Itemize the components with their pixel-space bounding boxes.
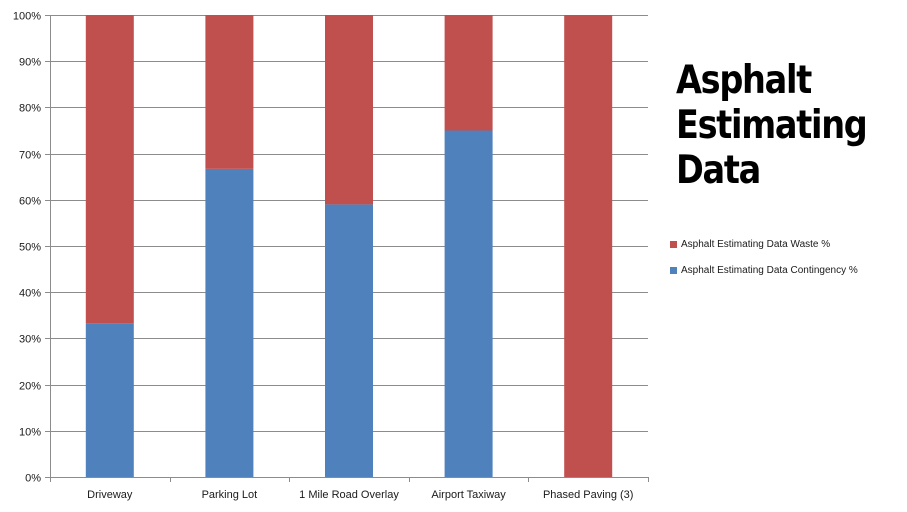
x-tick-label-4: Phased Paving (3) — [543, 489, 634, 501]
legend-swatch-series-0 — [670, 266, 677, 274]
chart-title: Asphalt Estimating Data — [676, 58, 870, 193]
x-tick-label-3: Airport Taxiway — [431, 489, 506, 501]
legend-label-series-1: Asphalt Estimating Data Waste % — [681, 238, 831, 250]
legend-item-series-0: Asphalt Estimating Data Contingency % — [670, 263, 905, 277]
x-tick-label-0: Driveway — [87, 489, 133, 501]
bar-4-series-1 — [564, 15, 613, 477]
y-tick-label-6: 60% — [19, 196, 41, 208]
chart-title-line-1: Asphalt — [676, 58, 812, 103]
y-tick-label-7: 70% — [19, 150, 41, 162]
bar-0-series-0 — [85, 323, 134, 477]
legend-swatch-series-1 — [670, 240, 677, 248]
chart-title-line-2: Estimating — [676, 103, 868, 148]
bar-3-series-0 — [444, 130, 493, 477]
legend-label-series-0: Asphalt Estimating Data Contingency % — [681, 264, 858, 276]
bar-3-series-1 — [444, 15, 493, 131]
y-tick-label-9: 90% — [19, 57, 41, 69]
y-tick-label-5: 50% — [19, 242, 41, 254]
y-tick-label-4: 40% — [19, 288, 41, 300]
x-tick-label-2: 1 Mile Road Overlay — [299, 489, 399, 501]
bar-1-series-1 — [205, 15, 254, 169]
bar-1-series-0 — [205, 168, 254, 477]
y-tick-label-1: 10% — [19, 427, 41, 439]
y-tick-label-8: 80% — [19, 103, 41, 115]
bar-0-series-1 — [85, 15, 134, 324]
y-tick-label-3: 30% — [19, 334, 41, 346]
y-tick-label-0: 0% — [25, 473, 41, 485]
legend: Asphalt Estimating Data Waste % Asphalt E… — [670, 237, 905, 289]
x-tick-label-1: Parking Lot — [202, 489, 258, 501]
chart-title-line-3: Data — [676, 148, 761, 193]
y-tick-label-10: 100% — [13, 11, 41, 23]
bar-2-series-1 — [325, 15, 373, 205]
legend-item-series-1: Asphalt Estimating Data Waste % — [670, 237, 905, 251]
y-tick-label-2: 20% — [19, 381, 41, 393]
bar-2-series-0 — [325, 204, 373, 478]
